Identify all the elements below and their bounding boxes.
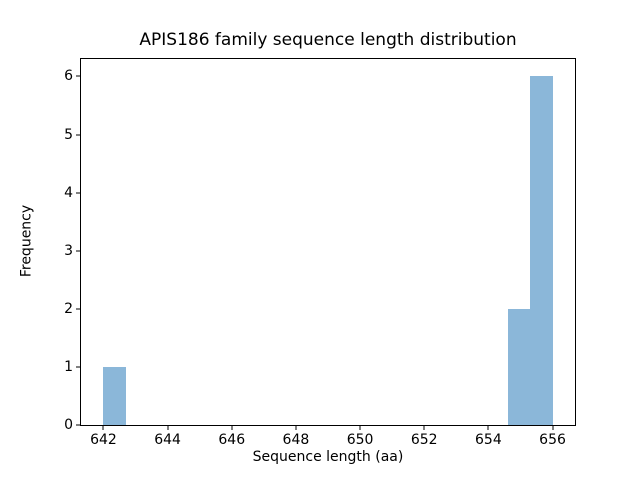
y-tick-mark — [76, 424, 80, 426]
y-tick-label: 6 — [64, 68, 73, 85]
x-tick-label: 650 — [346, 432, 374, 448]
plot-area: 642 644 646 648 650 652 654 656 0 1 2 3 4 5 6 — [64, 58, 576, 448]
x-tick-mark — [423, 426, 425, 430]
y-tick-label: 2 — [64, 300, 73, 317]
x-tick-label: 654 — [475, 432, 502, 448]
x-tick-mark — [295, 426, 297, 430]
y-tick-label: 3 — [64, 242, 73, 259]
y-tick-mark — [76, 192, 80, 194]
x-tick-label: 642 — [90, 432, 117, 448]
x-tick-label: 644 — [154, 432, 181, 448]
x-tick-label: 646 — [218, 432, 246, 448]
y-axis-label: Frequency — [18, 204, 35, 278]
histogram-bar — [507, 308, 531, 425]
chart-title: APIS186 family sequence length distribut… — [139, 30, 517, 50]
x-tick-mark — [487, 426, 489, 430]
y-tick-mark — [76, 250, 80, 252]
histogram-bar — [103, 366, 126, 425]
y-tick-mark — [76, 134, 80, 136]
y-tick-mark — [76, 75, 80, 77]
y-tick-mark — [76, 308, 80, 310]
x-tick-label: 652 — [410, 432, 438, 448]
y-tick-label: 5 — [64, 126, 73, 143]
x-tick-label: 656 — [539, 432, 566, 448]
x-tick-label: 648 — [282, 432, 310, 448]
y-tick-label: 1 — [64, 358, 73, 375]
y-tick-label: 0 — [64, 417, 73, 433]
x-axis-label: Sequence length (aa) — [252, 449, 404, 465]
y-tick-label: 4 — [64, 184, 73, 201]
x-tick-mark — [167, 426, 169, 430]
x-tick-mark — [359, 426, 361, 430]
x-tick-mark — [552, 426, 554, 430]
x-tick-mark — [231, 426, 233, 430]
histogram-bar — [530, 76, 553, 425]
x-tick-mark — [102, 426, 104, 430]
y-tick-mark — [76, 366, 80, 368]
